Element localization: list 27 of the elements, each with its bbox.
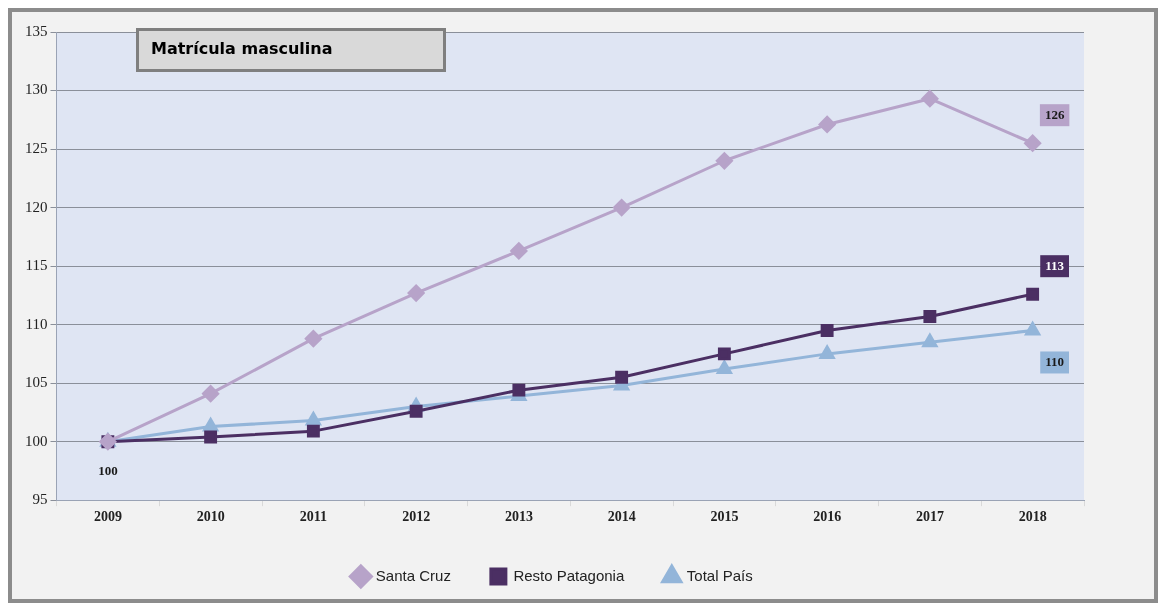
data-label: 100 (98, 463, 118, 479)
data-label: 126 (1044, 106, 1065, 122)
y-tick-label: 115 (25, 257, 48, 274)
y-tick-label: 120 (25, 198, 48, 215)
legend-label: Resto Patagonia (513, 566, 625, 584)
y-tick-label: 135 (25, 22, 48, 39)
x-tick-label: 2014 (607, 509, 636, 525)
x-tick-label: 2009 (93, 509, 122, 525)
x-tick-label: 2015 (710, 509, 739, 525)
x-tick-label: 2016 (813, 509, 842, 525)
y-tick-label: 110 (25, 315, 48, 332)
x-tick-label: 2017 (915, 509, 944, 525)
data-label: 113 (1045, 257, 1065, 273)
legend-label: Santa Cruz (375, 566, 451, 584)
y-tick-label: 130 (25, 81, 48, 98)
y-tick-label: 95 (32, 491, 48, 508)
legend-label: Total País (686, 566, 753, 584)
y-tick-label: 100 (25, 432, 48, 449)
text: Matrícula masculina (151, 39, 333, 58)
y-tick-label: 125 (25, 139, 48, 156)
x-tick-label: 2013 (504, 509, 533, 525)
data-label: 110 (1045, 353, 1065, 369)
x-tick-label: 2012 (402, 509, 431, 525)
y-tick-label: 105 (25, 374, 48, 391)
x-tick-label: 2010 (196, 509, 225, 525)
x-tick-label: 2011 (299, 509, 327, 525)
x-tick-label: 2018 (1018, 509, 1047, 525)
